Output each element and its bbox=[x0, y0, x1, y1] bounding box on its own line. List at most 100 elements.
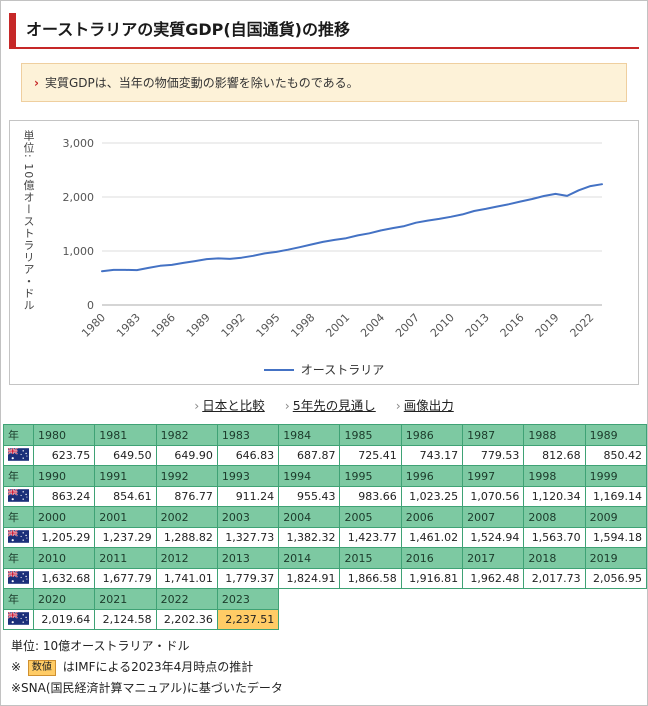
flag-cell bbox=[3, 527, 34, 548]
value-row: 2,019.64 2,124.58 2,202.36 2,237.51 bbox=[3, 609, 647, 630]
note-text: 実質GDPは、当年の物価変動の影響を除いたものである。 bbox=[44, 76, 359, 90]
gdp-value-cell: 2,056.95 bbox=[584, 568, 648, 589]
year-cell: 1990 bbox=[32, 465, 96, 487]
year-cell: 2012 bbox=[155, 547, 218, 569]
flag-cell bbox=[3, 445, 34, 466]
year-cell: 2018 bbox=[523, 547, 586, 569]
gdp-value-cell: 1,120.34 bbox=[523, 486, 586, 507]
link-item: › 日本と比較 bbox=[194, 395, 265, 414]
svg-text:1992: 1992 bbox=[219, 311, 248, 340]
year-cell: 1988 bbox=[523, 424, 586, 446]
year-cell: 2002 bbox=[155, 506, 218, 528]
chevron-icon: › bbox=[395, 398, 401, 413]
year-cell: 1998 bbox=[523, 465, 586, 487]
svg-text:1989: 1989 bbox=[184, 311, 213, 340]
gdp-value-cell: 876.77 bbox=[155, 486, 218, 507]
year-cell: 2015 bbox=[339, 547, 402, 569]
year-header-row: 年 1980 1981 1982 1983 1984 1985 1986 1987 1988 198… bbox=[3, 424, 648, 446]
year-cell: 2008 bbox=[523, 506, 586, 528]
gdp-value-cell: 1,288.82 bbox=[155, 527, 218, 548]
svg-text:2004: 2004 bbox=[358, 311, 387, 340]
link-compare-japan[interactable]: 日本と比較 bbox=[202, 398, 265, 413]
action-links: › 日本と比較 › 5年先の見通し › 画像出力 bbox=[1, 395, 647, 414]
year-cell: 1997 bbox=[462, 465, 525, 487]
svg-text:1983: 1983 bbox=[114, 311, 143, 340]
gdp-value-cell: 649.50 bbox=[94, 445, 157, 466]
link-image-export[interactable]: 画像出力 bbox=[403, 398, 454, 413]
year-cell: 2003 bbox=[216, 506, 280, 528]
gdp-value-cell: 646.83 bbox=[216, 445, 280, 466]
svg-text:2019: 2019 bbox=[533, 311, 562, 340]
gdp-value-cell: 725.41 bbox=[339, 445, 402, 466]
chart-legend: オーストラリア bbox=[14, 361, 634, 378]
year-cell: 1989 bbox=[584, 424, 648, 446]
chevron-icon: › bbox=[284, 398, 290, 413]
gdp-value-cell: 2,237.51 bbox=[216, 609, 280, 630]
blank-cell bbox=[524, 610, 585, 630]
link-5yr-outlook[interactable]: 5年先の見通し bbox=[292, 398, 376, 413]
blank-cell bbox=[463, 610, 524, 630]
year-cell: 2007 bbox=[462, 506, 525, 528]
gdp-value-cell: 2,017.73 bbox=[523, 568, 586, 589]
blank-cell bbox=[463, 589, 524, 610]
australia-flag-icon bbox=[7, 570, 29, 584]
year-cell: 1984 bbox=[278, 424, 341, 446]
gdp-value-cell: 1,916.81 bbox=[400, 568, 464, 589]
blank-cell bbox=[401, 610, 462, 630]
svg-text:0: 0 bbox=[87, 299, 94, 312]
gdp-value-cell: 1,866.58 bbox=[339, 568, 402, 589]
value-row: 1,205.29 1,237.29 1,288.82 1,327.73 1,382.32… bbox=[3, 527, 648, 548]
gdp-value-cell: 623.75 bbox=[32, 445, 96, 466]
year-cell: 2010 bbox=[32, 547, 96, 569]
gdp-value-cell: 854.61 bbox=[94, 486, 157, 507]
gdp-value-cell: 1,524.94 bbox=[462, 527, 525, 548]
year-cell: 2001 bbox=[94, 506, 157, 528]
gdp-value-cell: 1,423.77 bbox=[339, 527, 402, 548]
year-cell: 2005 bbox=[339, 506, 402, 528]
svg-text:2016: 2016 bbox=[498, 311, 527, 340]
year-cell: 1987 bbox=[462, 424, 525, 446]
flag-cell bbox=[3, 568, 34, 589]
blank-cell bbox=[401, 589, 462, 610]
gdp-value-cell: 743.17 bbox=[400, 445, 464, 466]
value-row: 1,632.68 1,677.79 1,741.01 1,779.37 1,824.91… bbox=[3, 568, 648, 589]
gdp-value-cell: 1,382.32 bbox=[278, 527, 341, 548]
svg-text:2001: 2001 bbox=[323, 311, 352, 340]
blank-cell bbox=[340, 610, 401, 630]
svg-text:1998: 1998 bbox=[288, 311, 317, 340]
estimate-note: ※ 数値 はIMFによる2023年4月時点の推計 bbox=[11, 657, 637, 678]
gdp-value-cell: 1,632.68 bbox=[32, 568, 96, 589]
svg-text:1,000: 1,000 bbox=[63, 245, 95, 258]
year-cell: 2004 bbox=[278, 506, 341, 528]
gdp-value-cell: 1,563.70 bbox=[523, 527, 586, 548]
flag-cell bbox=[3, 609, 34, 630]
year-cell: 1981 bbox=[94, 424, 157, 446]
australia-flag-icon bbox=[7, 447, 29, 461]
chart-panel: 単位: 10億オーストラリア・ドル 0 1,000 2,000 3,000 1980 19… bbox=[9, 120, 639, 385]
gdp-value-cell: 1,824.91 bbox=[278, 568, 341, 589]
year-cell: 1980 bbox=[32, 424, 96, 446]
note-chevron-icon: › bbox=[34, 76, 39, 90]
page-title: オーストラリアの実質GDP(自国通貨)の推移 bbox=[9, 13, 639, 49]
year-corner-cell: 年 bbox=[3, 547, 34, 569]
year-header-row: 年 2010 2011 2012 2013 2014 2015 2016 2017 2018 201… bbox=[3, 547, 648, 569]
gdp-value-cell: 955.43 bbox=[278, 486, 341, 507]
gdp-value-cell: 1,741.01 bbox=[155, 568, 218, 589]
australia-flag-icon bbox=[7, 611, 29, 625]
svg-text:2010: 2010 bbox=[428, 311, 457, 340]
blank-cell bbox=[585, 610, 646, 630]
year-cell: 1994 bbox=[278, 465, 341, 487]
chevron-icon: › bbox=[194, 398, 200, 413]
year-cell: 2020 bbox=[32, 588, 96, 610]
gdp-table-body: 年 1980 1981 1982 1983 1984 1985 1986 1987 1988 198… bbox=[3, 424, 648, 630]
gdp-value-cell: 1,205.29 bbox=[32, 527, 96, 548]
blank-cell bbox=[279, 589, 340, 610]
svg-text:1986: 1986 bbox=[149, 311, 178, 340]
year-header-row: 年 2020 2021 2022 2023 bbox=[3, 588, 647, 610]
blank-cell bbox=[524, 589, 585, 610]
year-cell: 1993 bbox=[216, 465, 280, 487]
australia-flag-icon bbox=[7, 529, 29, 543]
year-cell: 2014 bbox=[278, 547, 341, 569]
sna-note: ※SNA(国民経済計算マニュアル)に基づいたデータ bbox=[11, 681, 283, 695]
